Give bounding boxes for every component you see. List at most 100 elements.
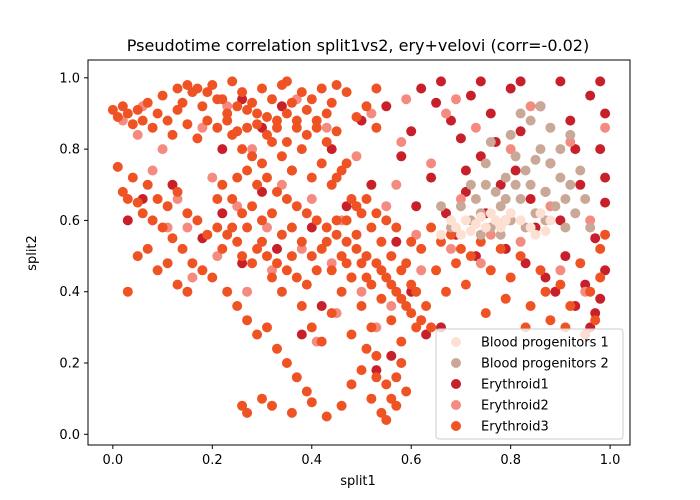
data-point xyxy=(291,115,302,126)
x-tick-label: 0.2 xyxy=(202,453,223,468)
data-point xyxy=(212,94,223,105)
data-point xyxy=(540,272,551,283)
data-point xyxy=(242,407,253,418)
data-point xyxy=(565,115,576,126)
data-point xyxy=(237,208,248,219)
points-layer xyxy=(107,76,611,425)
data-point xyxy=(296,87,307,98)
data-point xyxy=(475,151,486,162)
data-point xyxy=(421,301,432,311)
data-point xyxy=(361,251,372,262)
data-point xyxy=(515,215,526,226)
data-point xyxy=(371,258,382,269)
data-point xyxy=(132,129,143,140)
data-point xyxy=(132,104,143,115)
data-point xyxy=(366,393,377,404)
data-point xyxy=(197,265,208,276)
data-point xyxy=(366,222,377,233)
data-point xyxy=(520,258,531,269)
data-point xyxy=(227,194,238,204)
data-point xyxy=(525,115,536,126)
data-point xyxy=(272,258,282,269)
data-point xyxy=(600,172,611,183)
data-point xyxy=(257,236,267,247)
data-point xyxy=(257,215,267,226)
data-point xyxy=(132,251,143,262)
data-point xyxy=(406,308,417,319)
data-point xyxy=(252,119,263,130)
data-point xyxy=(515,126,526,137)
series-blood-progenitors-1 xyxy=(436,208,556,240)
data-point xyxy=(252,108,263,119)
data-point xyxy=(267,94,277,105)
data-point xyxy=(441,208,451,219)
data-point xyxy=(267,208,277,219)
data-point xyxy=(276,286,287,297)
data-point xyxy=(406,126,417,137)
data-point xyxy=(326,144,337,155)
data-point xyxy=(555,265,566,276)
data-point xyxy=(316,336,327,347)
data-point xyxy=(336,400,347,411)
data-point xyxy=(535,144,546,155)
data-point xyxy=(162,201,173,212)
data-point xyxy=(212,122,223,133)
data-point xyxy=(525,194,536,204)
data-point xyxy=(600,229,611,240)
data-point xyxy=(326,258,337,269)
data-point xyxy=(267,265,277,276)
data-point xyxy=(316,243,327,254)
data-point xyxy=(371,208,382,219)
data-point xyxy=(421,329,432,340)
data-point xyxy=(386,301,397,311)
data-point xyxy=(555,144,566,155)
data-point xyxy=(391,400,402,411)
data-point xyxy=(401,258,412,269)
data-point xyxy=(311,115,322,126)
data-point xyxy=(396,265,407,276)
data-point xyxy=(222,229,233,240)
data-point xyxy=(416,265,427,276)
data-point xyxy=(475,258,486,269)
data-point xyxy=(416,243,427,254)
data-point xyxy=(595,272,606,283)
data-point xyxy=(465,226,476,237)
data-point xyxy=(267,400,277,411)
data-point xyxy=(222,101,233,112)
data-point xyxy=(252,179,263,190)
data-point xyxy=(147,165,158,176)
data-point xyxy=(535,101,546,112)
legend-marker xyxy=(451,358,461,368)
data-point xyxy=(272,243,282,254)
y-tick-label: 0.2 xyxy=(59,357,80,372)
data-point xyxy=(510,165,521,176)
data-point xyxy=(232,236,243,247)
data-point xyxy=(177,97,188,108)
data-point xyxy=(237,94,248,105)
data-point xyxy=(177,243,188,254)
data-point xyxy=(580,194,591,204)
data-point xyxy=(321,222,332,233)
data-point xyxy=(341,158,352,169)
data-point xyxy=(371,372,382,383)
data-point xyxy=(500,215,511,226)
data-point xyxy=(276,151,287,162)
data-point xyxy=(366,179,377,190)
data-point xyxy=(242,104,253,115)
data-point xyxy=(326,265,337,276)
data-point xyxy=(515,108,526,119)
data-point xyxy=(600,108,611,119)
data-point xyxy=(495,229,506,240)
data-point xyxy=(361,194,372,204)
legend-box xyxy=(435,328,624,440)
data-point xyxy=(500,293,511,304)
data-point xyxy=(267,272,277,283)
data-point xyxy=(376,407,387,418)
data-point xyxy=(331,172,342,183)
data-point xyxy=(112,161,123,172)
data-point xyxy=(232,201,243,212)
data-point xyxy=(595,293,606,304)
data-point xyxy=(167,179,178,190)
y-axis-label: split2 xyxy=(25,235,40,271)
data-point xyxy=(252,329,263,340)
